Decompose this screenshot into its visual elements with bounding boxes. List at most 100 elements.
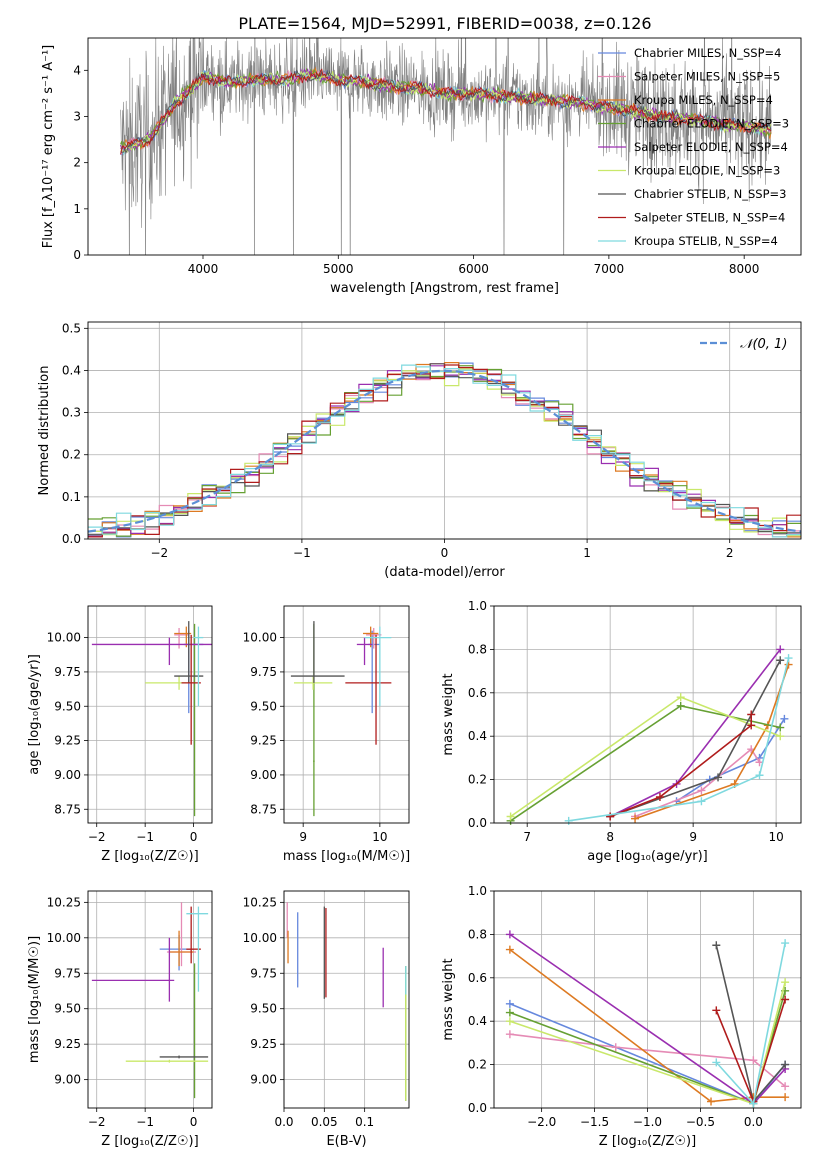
- x-tick-label: 7000: [594, 262, 625, 276]
- x-tick-label: 0.0: [744, 1115, 763, 1129]
- errorbars: [290, 621, 392, 817]
- panel-age_vs_Z: −2 −1 0 8.75 9.00 9.25 9.50 9.75 10.00 Z [log₁₀(Z…: [27, 605, 213, 864]
- y-tick-label: 8.75: [250, 802, 277, 816]
- legend-label: Salpeter ELODIE, N_SSP=4: [634, 140, 788, 154]
- series-marker-salpeter_miles: [697, 786, 706, 795]
- y-tick-label: 9.50: [250, 1002, 277, 1016]
- x-tick-label: 2: [726, 546, 734, 560]
- y-tick-label: 9.00: [250, 1073, 277, 1087]
- y-tick-label: 0.4: [62, 363, 81, 377]
- series-marker-kroupa_stelib: [749, 1099, 758, 1108]
- y-tick-label: 9.25: [54, 1037, 81, 1051]
- x-tick-label: −0.5: [686, 1115, 715, 1129]
- y-tick-label: 9.25: [250, 1037, 277, 1051]
- y-tick-label: 0.0: [468, 1101, 487, 1115]
- series-line-salpeter_elodie: [609, 648, 781, 818]
- x-axis-label: mass [log₁₀(M/M☉)]: [283, 849, 410, 864]
- y-tick-label: 9.25: [250, 734, 277, 748]
- y-tick-label: 0.3: [62, 406, 81, 420]
- x-tick-label: 4000: [188, 262, 219, 276]
- series-marker-chabrier_miles: [505, 999, 514, 1008]
- axes-frame: [87, 321, 802, 540]
- x-tick-label: 1: [583, 546, 591, 560]
- series-marker-kroupa_elodie: [781, 978, 790, 987]
- series-marker-chabrier_miles: [780, 714, 789, 723]
- x-tick-label: 7: [523, 830, 531, 844]
- x-tick-label: 9: [689, 830, 697, 844]
- series-line-kroupa_stelib: [568, 657, 790, 822]
- x-tick-label: −1.0: [633, 1115, 662, 1129]
- y-tick-label: 9.00: [54, 1073, 81, 1087]
- series-marker-kroupa_elodie: [506, 812, 515, 821]
- series-line-salpeter_miles: [509, 1033, 786, 1087]
- series-marker-chabrier_elodie: [776, 723, 785, 732]
- axes-frame: [87, 890, 213, 1109]
- y-tick-label: 0.0: [468, 816, 487, 830]
- series-line-salpeter_miles: [634, 748, 761, 818]
- series-marker-chabrier_stelib: [776, 656, 785, 665]
- y-tick-label: 9.00: [54, 768, 81, 782]
- y-tick-label: 8.75: [54, 802, 81, 816]
- y-tick-label: 9.50: [54, 1002, 81, 1016]
- y-tick-label: 0.2: [468, 1058, 487, 1072]
- series-marker-salpeter_stelib: [747, 710, 756, 719]
- y-tick-label: 9.00: [250, 768, 277, 782]
- panel-residuals: −2 −1 0 1 2 0.0 0.1 0.2 0.3 0.4 0.5 (data-model)/er…: [37, 321, 802, 580]
- series-line-salpeter_stelib: [609, 714, 752, 818]
- series-marker-salpeter_miles: [505, 1030, 514, 1039]
- y-tick-label: 0.8: [468, 927, 487, 941]
- series-marker-kroupa_stelib: [712, 1058, 721, 1067]
- x-tick-label: 10: [372, 830, 387, 844]
- errorbars: [91, 902, 209, 1099]
- x-tick-label: −1: [136, 1115, 154, 1129]
- legend: Chabrier MILES, N_SSP=4 Salpeter MILES, N…: [598, 46, 789, 248]
- y-tick-label: 9.75: [54, 665, 81, 679]
- spectrum-lines: [120, 38, 772, 255]
- series-marker-salpeter_stelib: [712, 1006, 721, 1015]
- axes-frame: [87, 37, 802, 256]
- legend-label: 𝒩(0, 1): [740, 337, 787, 352]
- y-tick-label: 9.50: [54, 699, 81, 713]
- y-tick-label: 9.50: [250, 699, 277, 713]
- figure-title: PLATE=1564, MJD=52991, FIBERID=0038, z=0…: [238, 14, 651, 33]
- y-tick-label: 10.25: [47, 895, 81, 909]
- y-tick-label: 1.0: [468, 884, 487, 898]
- series-marker-kroupa_stelib: [697, 797, 706, 806]
- series-marker-kroupa_elodie: [776, 732, 785, 741]
- x-tick-label: −1: [136, 830, 154, 844]
- axes-frame: [493, 605, 802, 824]
- series-marker-kroupa_stelib: [564, 816, 573, 825]
- y-tick-label: 0.5: [62, 321, 81, 335]
- x-tick-label: 8000: [729, 262, 760, 276]
- series-marker-chabrier_stelib: [714, 773, 723, 782]
- y-tick-label: 10.00: [47, 931, 81, 945]
- axes-frame: [283, 605, 410, 824]
- series-line-chabrier_miles: [676, 718, 786, 802]
- y-axis-label: mass weight: [441, 958, 456, 1040]
- y-tick-label: 0.4: [468, 729, 487, 743]
- y-axis-label: mass [log₁₀(M/M☉)]: [27, 936, 42, 1063]
- series-marker-kroupa_stelib: [784, 654, 793, 663]
- y-tick-label: 9.25: [54, 734, 81, 748]
- axes-frame: [493, 890, 802, 1109]
- panel-mass_vs_EBV: 0.0 0.05 0.1 9.00 9.25 9.50 9.75 10.00 10.25 E(B-…: [243, 890, 410, 1149]
- axes-frame: [87, 605, 213, 824]
- series-marker-chabrier_elodie: [505, 1008, 514, 1017]
- x-tick-label: 10: [768, 830, 783, 844]
- series-marker-kroupa_elodie: [676, 693, 685, 702]
- x-axis-label: (data-model)/error: [384, 565, 505, 580]
- y-tick-label: 0.1: [62, 490, 81, 504]
- legend-label: Kroupa STELIB, N_SSP=4: [634, 234, 778, 248]
- series-marker-kroupa_elodie: [505, 1017, 514, 1026]
- x-tick-label: 0: [190, 830, 198, 844]
- y-tick-label: 4: [73, 63, 81, 77]
- observed-spectrum: [120, 38, 772, 255]
- normal-curve: [87, 369, 802, 533]
- panel-mass_vs_Z: −2 −1 0 9.00 9.25 9.50 9.75 10.00 10.25 Z [log₁₀(…: [27, 890, 213, 1149]
- series-marker-salpeter_stelib: [606, 812, 615, 821]
- y-tick-label: 10.00: [243, 631, 277, 645]
- x-tick-label: −2: [150, 546, 168, 560]
- series-marker-salpeter_elodie: [776, 645, 785, 654]
- x-tick-label: 0: [190, 1115, 198, 1129]
- y-tick-label: 2: [73, 156, 81, 170]
